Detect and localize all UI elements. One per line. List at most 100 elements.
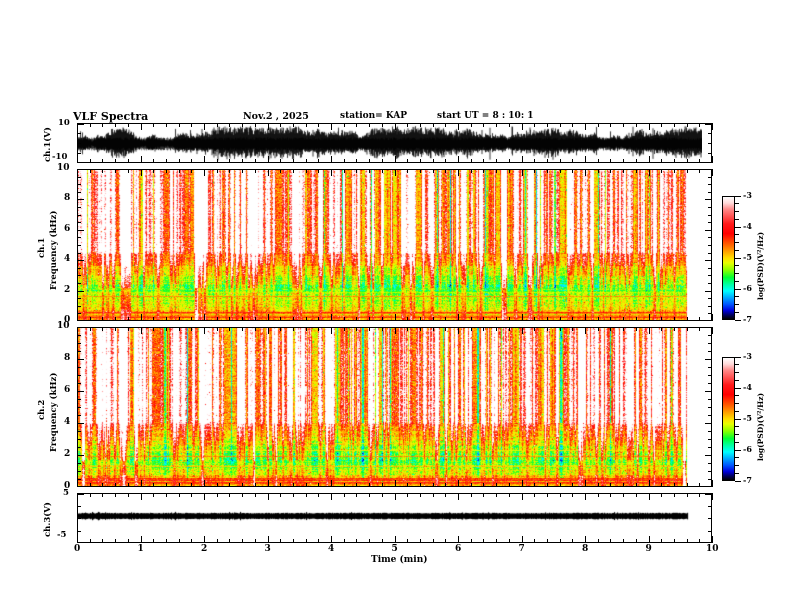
axis-tick [115,483,117,487]
axis-tick [216,159,218,163]
axis-tick [140,480,142,487]
axis-tick [470,169,472,173]
axis-tick [77,290,84,292]
axis-tick [140,493,142,500]
ch3-waveform-ytick-neg5: -5 [57,530,67,540]
axis-tick [585,536,586,543]
axis-tick [673,159,675,163]
axis-tick [343,317,345,321]
axis-tick [77,359,84,360]
axis-tick [735,387,741,389]
axis-tick [648,480,650,487]
axis-tick [546,493,548,497]
axis-tick [242,169,244,173]
axis-tick-label: -4 [743,221,752,231]
axis-tick [305,123,307,127]
axis-tick [229,327,231,331]
axis-tick [115,169,117,173]
axis-tick [508,123,510,127]
axis-tick [77,283,81,284]
axis-tick [635,493,637,497]
axis-tick [77,191,81,193]
header-date: Nov.2 , 2025 [243,111,309,122]
axis-tick-label: 4 [64,417,71,427]
axis-tick [432,123,434,127]
axis-tick [496,483,498,487]
axis-tick [735,449,741,451]
axis-tick [661,123,663,127]
axis-tick [508,493,510,497]
axis-tick [623,493,625,497]
axis-tick [127,327,129,331]
axis-tick [77,480,78,487]
axis-tick [280,327,282,331]
axis-tick [708,176,712,178]
axis-tick [77,493,84,495]
axis-tick [708,207,712,208]
axis-tick [254,159,256,163]
axis-tick [419,159,421,163]
axis-tick [178,159,180,163]
axis-tick [254,493,256,497]
axis-tick [77,367,81,368]
axis-tick [381,317,383,321]
axis-tick [153,327,155,331]
axis-tick [705,229,712,231]
axis-tick [470,123,472,127]
axis-tick [585,327,586,334]
axis-tick [712,156,713,163]
axis-tick [165,483,167,487]
axis-tick [686,123,688,127]
page-title: VLF Spectra [73,110,149,123]
axis-tick [77,431,81,432]
axis-tick [585,480,586,487]
axis-tick [458,536,459,543]
axis-tick [102,327,104,331]
axis-tick [534,123,536,127]
axis-tick [661,483,663,487]
axis-tick [165,159,167,163]
axis-tick [735,480,741,482]
axis-tick [432,493,434,497]
axis-tick [280,317,282,321]
axis-tick [77,314,78,321]
axis-tick [318,539,320,543]
axis-tick-label: 2 [64,449,71,459]
axis-tick [89,317,91,321]
axis-tick [267,314,269,321]
axis-tick [705,391,712,392]
axis-tick [635,123,637,127]
axis-tick [705,260,712,262]
axis-tick [708,439,712,440]
axis-tick [153,123,155,127]
axis-tick [708,375,712,376]
axis-tick [292,169,294,173]
axis-tick [572,483,574,487]
axis-tick [686,169,688,173]
axis-tick [686,483,688,487]
axis-tick [343,493,345,497]
axis-tick [610,539,612,543]
axis-tick [216,169,218,173]
axis-tick [635,159,637,163]
axis-tick [204,169,205,176]
axis-tick [635,483,637,487]
axis-tick [115,539,117,543]
axis-tick [521,536,523,543]
axis-tick [708,143,712,144]
axis-tick [559,493,561,497]
axis-tick [432,169,434,173]
axis-tick [89,123,91,127]
axis-tick [708,335,712,336]
axis-tick [77,493,78,500]
axis-tick [343,483,345,487]
axis-tick [381,123,383,127]
axis-tick [77,391,84,392]
axis-tick [705,423,712,424]
axis-tick [708,471,712,472]
axis-tick [708,222,712,224]
axis-tick [267,480,269,487]
axis-tick [216,493,218,497]
axis-tick [356,327,358,331]
axis-tick [140,536,142,543]
